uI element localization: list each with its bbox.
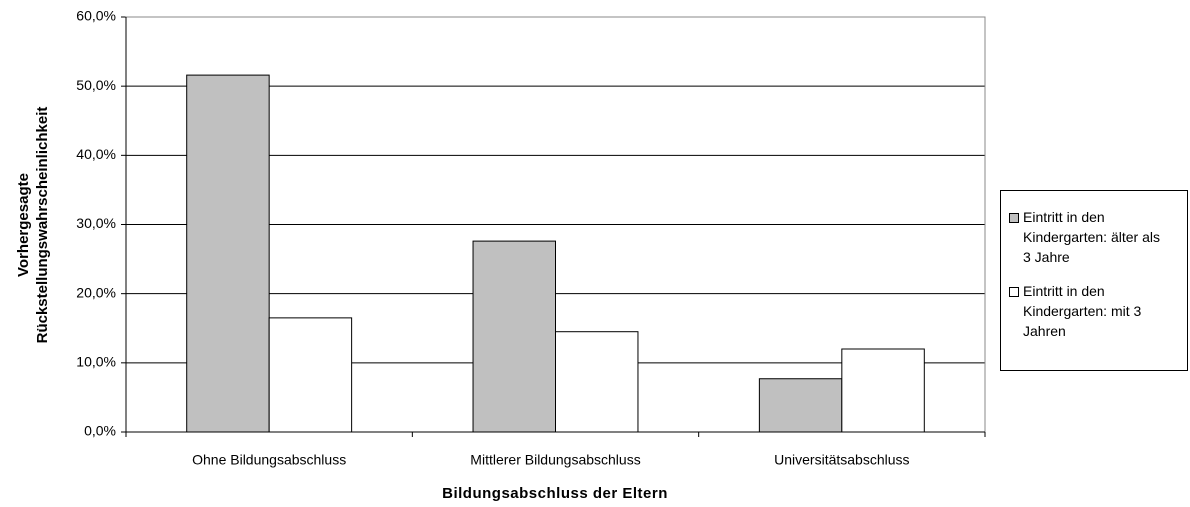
legend-swatch (1009, 287, 1019, 297)
y-tick-label: 40,0% (76, 146, 116, 162)
legend-entry: Eintritt in den Kindergarten: mit 3 Jahr… (1009, 281, 1181, 341)
legend-label: Eintritt in den Kindergarten: älter als … (1023, 209, 1160, 265)
y-tick-label: 20,0% (76, 284, 116, 300)
bar (186, 74, 270, 433)
x-axis-label: Bildungsabschluss der Eltern (442, 485, 668, 502)
y-tick-label: 50,0% (76, 77, 116, 93)
bar (472, 240, 557, 433)
bar (555, 331, 639, 433)
y-tick-label: 30,0% (76, 215, 116, 231)
legend-swatch (1009, 213, 1019, 223)
y-tick-label: 10,0% (76, 354, 116, 370)
y-axis-label: Vorhergesagte (15, 173, 32, 277)
bar (841, 348, 925, 433)
bar (268, 317, 353, 433)
y-axis-label: Rückstellungswahrscheinlichkeit (34, 107, 51, 344)
bar (758, 378, 843, 433)
x-tick-label: Universitätsabschluss (774, 452, 909, 468)
legend-label: Eintritt in den Kindergarten: mit 3 Jahr… (1023, 283, 1142, 339)
x-tick-label: Mittlerer Bildungsabschluss (470, 452, 640, 468)
legend-entry: Eintritt in den Kindergarten: älter als … (1009, 207, 1181, 267)
y-tick-label: 0,0% (84, 423, 116, 439)
x-tick-label: Ohne Bildungsabschluss (192, 452, 346, 468)
y-tick-label: 60,0% (76, 8, 116, 24)
legend: Eintritt in den Kindergarten: älter als … (1000, 190, 1188, 371)
chart: Bildungsabschluss der Eltern Vorhergesag… (15, 8, 986, 502)
